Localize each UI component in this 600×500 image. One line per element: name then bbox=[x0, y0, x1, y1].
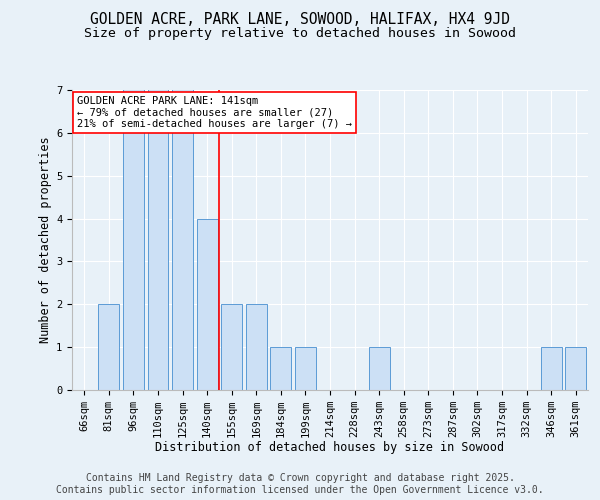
Bar bbox=[148, 47, 169, 390]
Bar bbox=[295, 347, 316, 390]
Text: GOLDEN ACRE PARK LANE: 141sqm
← 79% of detached houses are smaller (27)
21% of s: GOLDEN ACRE PARK LANE: 141sqm ← 79% of d… bbox=[77, 96, 352, 129]
Bar bbox=[565, 347, 586, 390]
Text: Size of property relative to detached houses in Sowood: Size of property relative to detached ho… bbox=[84, 28, 516, 40]
Bar bbox=[197, 218, 218, 390]
Bar bbox=[123, 47, 144, 390]
Text: GOLDEN ACRE, PARK LANE, SOWOOD, HALIFAX, HX4 9JD: GOLDEN ACRE, PARK LANE, SOWOOD, HALIFAX,… bbox=[90, 12, 510, 28]
Bar bbox=[246, 304, 267, 390]
Bar bbox=[221, 304, 242, 390]
X-axis label: Distribution of detached houses by size in Sowood: Distribution of detached houses by size … bbox=[155, 442, 505, 454]
Y-axis label: Number of detached properties: Number of detached properties bbox=[39, 136, 52, 344]
Bar bbox=[98, 304, 119, 390]
Text: Contains HM Land Registry data © Crown copyright and database right 2025.
Contai: Contains HM Land Registry data © Crown c… bbox=[56, 474, 544, 495]
Bar bbox=[541, 347, 562, 390]
Bar bbox=[172, 47, 193, 390]
Bar bbox=[368, 347, 389, 390]
Bar bbox=[271, 347, 292, 390]
